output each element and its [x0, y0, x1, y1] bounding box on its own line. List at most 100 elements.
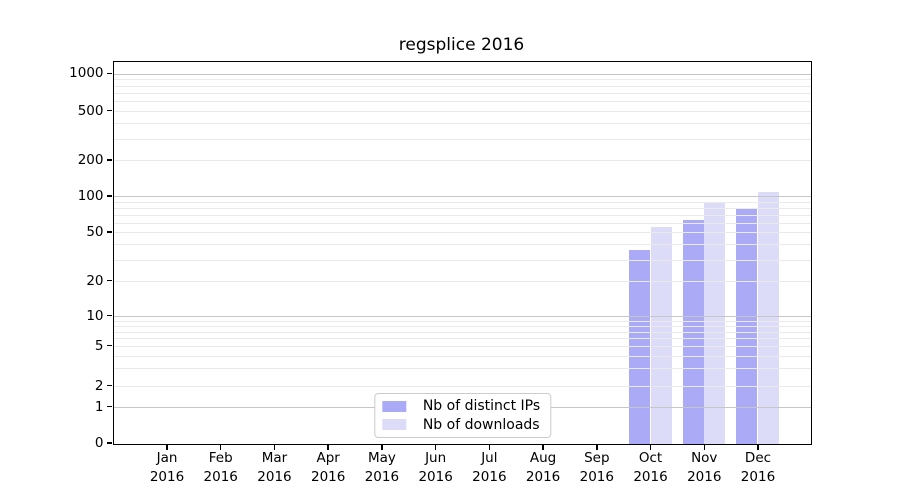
x-tick-label-may: May 2016 [350, 449, 414, 486]
x-tick-year: 2016 [740, 468, 776, 485]
gridline-major [114, 73, 811, 75]
bar-oct-distinct-ips [629, 250, 651, 444]
x-tick-label-aug: Aug 2016 [511, 449, 575, 486]
gridline-minor [114, 101, 811, 103]
x-tick-year: 2016 [149, 468, 185, 485]
gridline-minor [114, 244, 811, 246]
gridline-minor [114, 320, 811, 322]
gridline-minor [114, 355, 811, 357]
gridline-minor [114, 331, 811, 333]
gridline-minor [114, 325, 811, 327]
y-tick-mark [106, 405, 112, 408]
y-tick-mark [106, 72, 112, 75]
gridline-minor [114, 79, 811, 81]
x-tick-year: 2016 [687, 468, 722, 485]
x-tick-year: 2016 [203, 468, 238, 485]
gridline-minor [114, 207, 811, 209]
x-tick-mark [596, 444, 598, 450]
bar-nov-downloads [704, 201, 726, 444]
gridline-minor [114, 338, 811, 340]
x-tick-year: 2016 [472, 468, 507, 485]
x-tick-label-feb: Feb 2016 [189, 449, 253, 486]
x-tick-year: 2016 [525, 468, 561, 485]
x-tick-mark [542, 444, 544, 450]
y-tick-mark [106, 159, 112, 161]
y-tick-label: 2 [94, 377, 104, 394]
legend-entry-distinct-ips: Nb of distinct IPs [381, 398, 541, 415]
y-tick-label: 1 [94, 398, 104, 415]
x-tick-year: 2016 [364, 468, 400, 485]
bar-dec-downloads [757, 191, 779, 444]
grid-layer [114, 62, 811, 444]
x-tick-mark [488, 444, 491, 450]
gridline-minor [114, 123, 811, 125]
y-tick-mark [106, 384, 112, 387]
gridline-minor [114, 93, 811, 94]
legend: Nb of distinct IPs Nb of downloads [373, 393, 552, 438]
y-tick-label: 500 [77, 102, 104, 119]
y-tick-label: 200 [77, 151, 104, 168]
gridline-major [114, 196, 811, 198]
x-tick-year: 2016 [310, 468, 346, 485]
x-tick-year: 2016 [579, 468, 614, 485]
gridline-minor [114, 386, 811, 388]
gridline-minor [114, 346, 811, 348]
x-tick-label-jul: Jul 2016 [457, 449, 521, 486]
gridline-minor [114, 160, 811, 162]
gridline-minor [114, 281, 811, 283]
y-tick-mark [106, 195, 112, 197]
gridline-minor [114, 85, 811, 87]
y-tick-mark [106, 344, 112, 347]
x-tick-label-jan: Jan 2016 [135, 449, 199, 486]
gridline-minor [114, 111, 811, 113]
gridline-minor [114, 232, 811, 234]
x-tick-mark [434, 444, 437, 450]
x-tick-mark [166, 444, 168, 450]
x-tick-label-sep: Sep 2016 [565, 449, 629, 486]
x-tick-year: 2016 [418, 468, 453, 485]
plot-area: Nb of distinct IPs Nb of downloads [113, 61, 812, 445]
x-tick-mark [757, 444, 759, 450]
x-tick-label-mar: Mar 2016 [242, 449, 306, 486]
gridline-minor [114, 214, 811, 216]
y-tick-label: 10 [86, 307, 104, 324]
gridline-minor [114, 138, 811, 140]
x-tick-mark [327, 444, 329, 450]
x-tick-label-jun: Jun 2016 [404, 449, 468, 486]
x-tick-mark [649, 444, 652, 450]
y-tick-label: 100 [77, 187, 104, 204]
bar-oct-downloads [650, 226, 672, 444]
x-tick-mark [273, 444, 276, 450]
legend-swatch-downloads [381, 419, 406, 431]
y-tick-label: 5 [94, 337, 104, 354]
y-tick-label: 0 [94, 435, 104, 451]
x-tick-year: 2016 [257, 468, 292, 485]
legend-entry-downloads: Nb of downloads [381, 416, 540, 434]
x-tick-label-oct: Oct 2016 [619, 449, 683, 486]
bar-layer [114, 62, 811, 444]
x-tick-mark [381, 444, 383, 450]
y-tick-label: 1000 [69, 65, 104, 82]
chart-title: regsplice 2016 [398, 35, 525, 55]
gridline-minor [114, 259, 811, 261]
legend-swatch-distinct-ips [381, 400, 406, 412]
x-tick-mark [703, 444, 706, 450]
y-tick-mark [106, 314, 112, 317]
x-tick-year: 2016 [633, 468, 668, 485]
y-tick-mark [106, 231, 112, 233]
y-tick-label: 50 [86, 223, 104, 240]
y-tick-label: 20 [86, 272, 104, 289]
gridline-minor [114, 222, 811, 224]
gridline-minor [114, 201, 811, 203]
y-tick-mark [106, 279, 112, 282]
x-tick-label-nov: Nov 2016 [672, 449, 736, 486]
gridline-minor [114, 368, 811, 370]
y-tick-mark [106, 442, 112, 444]
x-tick-label-dec: Dec 2016 [726, 449, 790, 486]
legend-label-downloads: Nb of downloads [422, 416, 540, 433]
y-tick-mark [106, 109, 112, 112]
x-tick-label-apr: Apr 2016 [296, 449, 360, 486]
gridline-major [114, 316, 811, 318]
legend-label-distinct-ips: Nb of distinct IPs [422, 398, 541, 414]
